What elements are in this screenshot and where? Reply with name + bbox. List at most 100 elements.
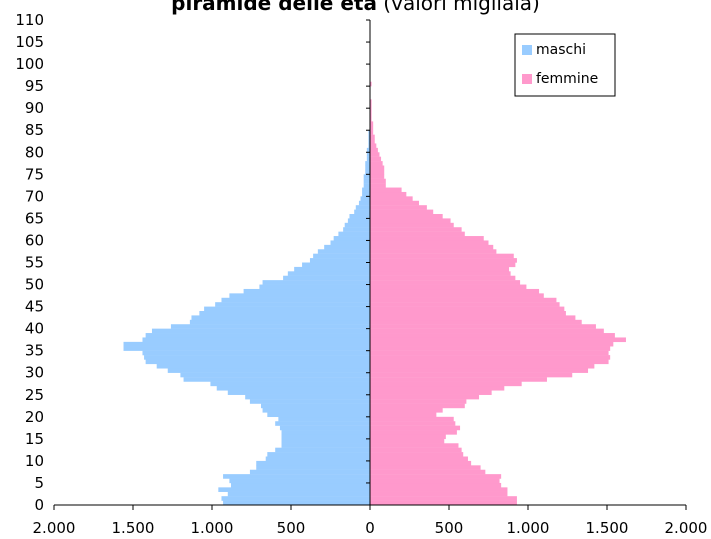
- bar-femmine-age-55: [370, 258, 517, 263]
- y-tick-label-30: 30: [25, 364, 44, 382]
- bar-femmine-age-4: [370, 482, 502, 488]
- bar-maschi-age-70: [362, 191, 370, 197]
- bar-femmine-age-79: [370, 152, 380, 157]
- bar-femmine-age-35: [370, 346, 611, 351]
- legend-box: [514, 33, 616, 97]
- bar-femmine-age-12: [370, 447, 462, 453]
- bar-maschi-age-52: [287, 271, 370, 276]
- legend: maschi femmine: [514, 33, 616, 97]
- bar-maschi-age-38: [145, 333, 370, 338]
- bar-maschi-age-80: [366, 147, 370, 153]
- maschi-bars: [123, 130, 371, 506]
- bar-femmine-age-58: [370, 244, 494, 250]
- bar-femmine-age-14: [370, 438, 445, 444]
- bar-femmine-age-34: [370, 350, 609, 356]
- bar-femmine-age-47: [370, 293, 544, 298]
- bar-maschi-age-43: [199, 311, 370, 316]
- bar-femmine-age-21: [370, 408, 443, 413]
- y-tick-label-80: 80: [25, 143, 44, 161]
- bar-femmine-age-49: [370, 284, 527, 290]
- bar-maschi-age-31: [156, 363, 370, 369]
- bar-femmine-age-1: [370, 496, 517, 501]
- y-tick-label-60: 60: [25, 231, 44, 249]
- bar-femmine-age-57: [370, 249, 497, 254]
- legend-swatch-femmine: [522, 74, 532, 84]
- bar-maschi-age-71: [362, 187, 370, 193]
- bar-maschi-age-77: [365, 161, 370, 166]
- bar-maschi-age-8: [256, 465, 370, 470]
- bar-femmine-age-42: [370, 315, 576, 321]
- bar-femmine-age-87: [370, 117, 372, 122]
- bar-maschi-age-68: [358, 200, 370, 206]
- bar-femmine-age-50: [370, 280, 521, 285]
- bar-maschi-age-12: [275, 447, 370, 453]
- y-tick-label-15: 15: [25, 430, 44, 448]
- x-tick-label-6: 1.000: [507, 519, 550, 537]
- bar-maschi-age-20: [267, 412, 370, 418]
- bar-femmine-age-65: [370, 214, 443, 219]
- bar-maschi-age-56: [313, 253, 370, 259]
- bar-maschi-age-66: [354, 209, 370, 215]
- bar-maschi-age-54: [302, 262, 370, 268]
- bar-maschi-age-50: [262, 280, 370, 285]
- bar-femmine-age-89: [370, 108, 372, 113]
- bar-femmine-age-44: [370, 306, 565, 312]
- bar-femmine-age-28: [370, 377, 547, 382]
- bar-femmine-age-22: [370, 403, 465, 409]
- bar-femmine-age-8: [370, 465, 481, 470]
- y-tick-label-0: 0: [34, 496, 44, 514]
- x-tick-label-7: 1.500: [586, 519, 629, 537]
- bar-maschi-age-74: [363, 174, 370, 179]
- bar-maschi-age-51: [283, 275, 370, 281]
- y-tick-label-100: 100: [15, 55, 44, 73]
- bar-femmine-age-17: [370, 425, 461, 431]
- bar-femmine-age-46: [370, 297, 557, 303]
- bar-maschi-age-29: [180, 372, 370, 378]
- bar-maschi-age-82: [368, 139, 370, 144]
- bar-femmine-age-11: [370, 452, 464, 457]
- bar-maschi-age-22: [260, 403, 370, 409]
- bar-maschi-age-3: [218, 487, 370, 492]
- x-tick-labels: 2.000 1.500 1.000 500 0 500 1.000 1.500 2.000: [33, 505, 707, 537]
- bar-femmine-age-19: [370, 416, 454, 422]
- bar-femmine-age-71: [370, 187, 402, 193]
- bar-maschi-age-57: [317, 249, 370, 254]
- bar-maschi-age-10: [265, 456, 370, 462]
- bar-maschi-age-61: [338, 231, 370, 237]
- y-tick-label-95: 95: [25, 77, 44, 95]
- bar-femmine-age-66: [370, 209, 434, 215]
- bar-maschi-age-21: [262, 408, 370, 413]
- legend-label-maschi: maschi: [536, 42, 586, 58]
- y-tick-label-85: 85: [25, 121, 44, 139]
- bar-femmine-age-43: [370, 311, 566, 316]
- bar-femmine-age-32: [370, 359, 609, 365]
- bar-maschi-age-67: [355, 205, 370, 210]
- bar-maschi-age-49: [259, 284, 370, 290]
- bar-maschi-age-2: [227, 491, 370, 497]
- bar-maschi-age-44: [204, 306, 370, 312]
- bar-femmine-age-54: [370, 262, 516, 268]
- bar-maschi-age-41: [189, 319, 370, 325]
- bar-maschi-age-53: [294, 266, 370, 272]
- bar-femmine-age-6: [370, 474, 502, 479]
- bar-maschi-age-79: [366, 152, 370, 157]
- bar-femmine-age-30: [370, 368, 589, 373]
- bar-femmine-age-72: [370, 183, 386, 188]
- y-tick-label-35: 35: [25, 342, 44, 360]
- y-tick-label-40: 40: [25, 320, 44, 338]
- y-tick-label-70: 70: [25, 187, 44, 205]
- bar-maschi-age-84: [368, 130, 370, 135]
- y-tick-label-50: 50: [25, 276, 44, 294]
- bar-femmine-age-0: [370, 500, 517, 506]
- bar-maschi-age-11: [267, 452, 370, 457]
- bar-femmine-age-83: [370, 134, 375, 140]
- bar-maschi-age-26: [216, 385, 370, 391]
- y-tick-label-55: 55: [25, 254, 44, 272]
- bar-femmine-age-5: [370, 478, 500, 484]
- bar-femmine-age-63: [370, 222, 454, 228]
- x-tick-label-4: 0: [365, 519, 375, 537]
- bar-femmine-age-70: [370, 191, 407, 197]
- bar-maschi-age-7: [249, 469, 370, 475]
- legend-label-femmine: femmine: [536, 71, 598, 87]
- bar-femmine-age-78: [370, 156, 382, 162]
